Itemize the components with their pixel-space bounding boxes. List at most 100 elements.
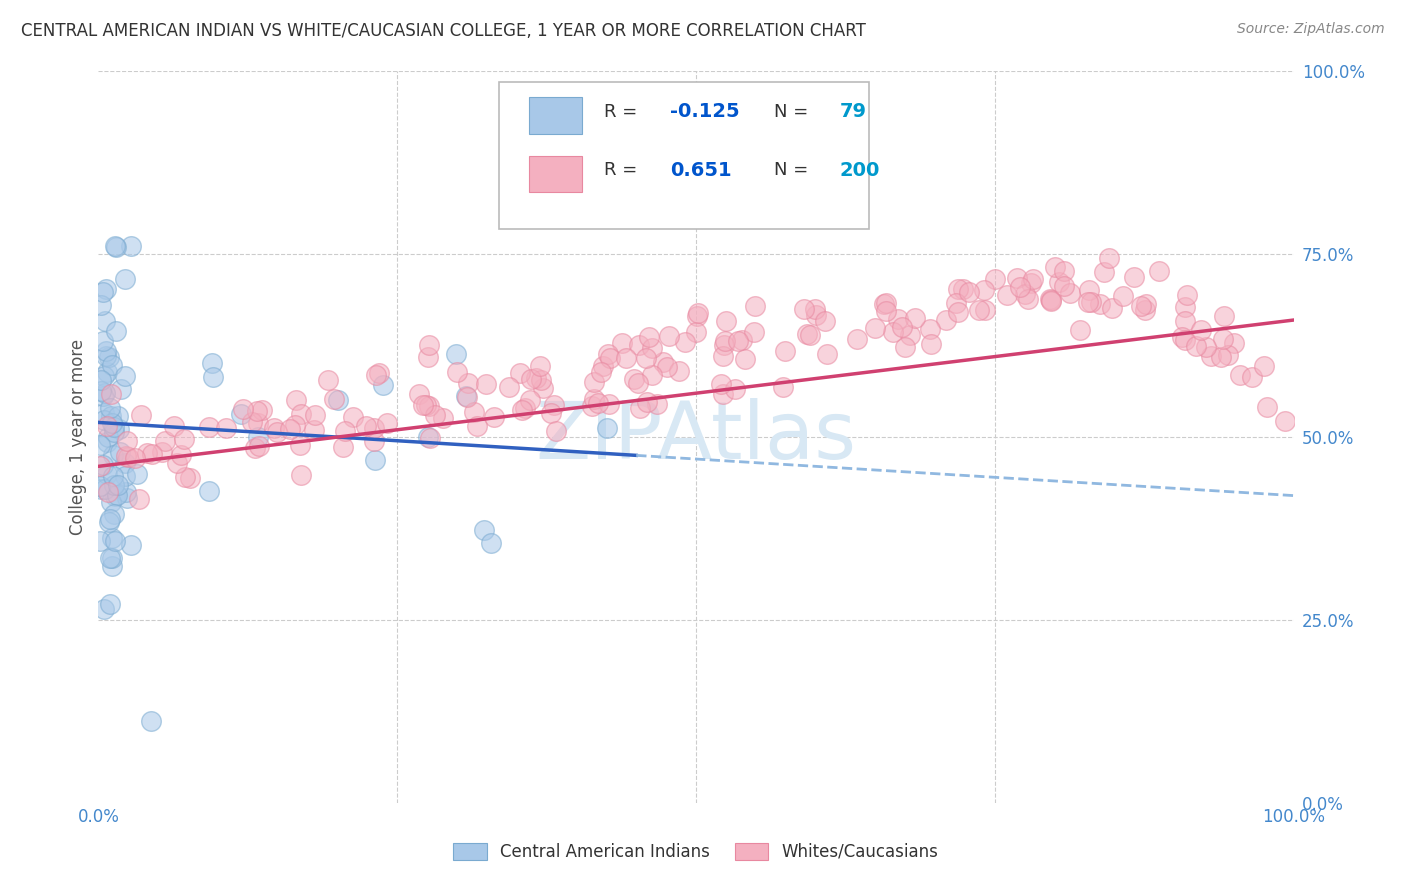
- Point: [318, 374, 340, 388]
- Point: [498, 379, 520, 393]
- Point: [724, 382, 747, 396]
- Point: [91, 458, 114, 473]
- Point: [153, 434, 176, 448]
- Point: [510, 402, 533, 417]
- Point: [655, 359, 678, 374]
- Point: [995, 288, 1018, 302]
- Point: [250, 402, 273, 417]
- Point: [444, 347, 467, 361]
- Point: [371, 377, 394, 392]
- Point: [101, 358, 124, 372]
- Legend: Central American Indians, Whites/Caucasians: Central American Indians, Whites/Caucasi…: [447, 836, 945, 868]
- Point: [107, 478, 129, 492]
- Point: [98, 597, 121, 611]
- Point: [463, 405, 485, 419]
- Point: [638, 329, 661, 343]
- Point: [873, 297, 896, 311]
- Point: [94, 313, 117, 327]
- Point: [714, 334, 737, 349]
- Point: [432, 411, 454, 425]
- Point: [333, 424, 356, 438]
- Point: [100, 387, 122, 401]
- Point: [231, 407, 253, 421]
- Point: [1017, 292, 1039, 306]
- Point: [1135, 296, 1157, 310]
- Point: [799, 328, 821, 343]
- Point: [419, 431, 441, 445]
- Point: [290, 467, 312, 482]
- Point: [115, 449, 138, 463]
- Point: [90, 482, 112, 496]
- FancyBboxPatch shape: [499, 82, 869, 228]
- Point: [596, 347, 619, 361]
- Point: [524, 371, 547, 385]
- Point: [114, 368, 136, 383]
- Text: Source: ZipAtlas.com: Source: ZipAtlas.com: [1237, 22, 1385, 37]
- Point: [89, 479, 111, 493]
- Point: [583, 375, 606, 389]
- Point: [363, 421, 385, 435]
- Point: [170, 448, 193, 462]
- Point: [636, 395, 658, 409]
- Point: [107, 409, 129, 423]
- Point: [91, 334, 114, 348]
- Point: [364, 453, 387, 467]
- Point: [1216, 348, 1239, 362]
- Point: [1201, 349, 1223, 363]
- Point: [266, 425, 288, 439]
- Point: [91, 285, 114, 300]
- Point: [104, 489, 127, 503]
- Point: [96, 435, 118, 450]
- Point: [96, 418, 118, 433]
- Point: [1229, 368, 1251, 382]
- Text: 0.651: 0.651: [669, 161, 731, 179]
- Point: [114, 485, 136, 500]
- Point: [246, 417, 269, 431]
- Point: [89, 533, 111, 548]
- Point: [515, 401, 537, 415]
- Point: [139, 714, 162, 728]
- Point: [457, 376, 479, 390]
- Point: [114, 469, 136, 483]
- Point: [1122, 269, 1144, 284]
- Point: [110, 382, 132, 396]
- Point: [163, 418, 186, 433]
- Point: [97, 430, 120, 444]
- Text: N =: N =: [773, 161, 814, 179]
- Point: [793, 301, 815, 316]
- Point: [101, 416, 124, 430]
- Point: [887, 312, 910, 326]
- Point: [125, 467, 148, 481]
- Point: [1133, 303, 1156, 318]
- Point: [117, 450, 139, 464]
- Point: [641, 342, 664, 356]
- Point: [920, 322, 942, 336]
- Point: [104, 534, 127, 549]
- Point: [1101, 301, 1123, 315]
- Point: [94, 482, 117, 496]
- Point: [973, 283, 995, 297]
- Point: [368, 366, 391, 380]
- Point: [1080, 295, 1102, 310]
- Point: [1092, 265, 1115, 279]
- Point: [129, 408, 152, 422]
- Point: [544, 424, 567, 438]
- Point: [263, 420, 285, 434]
- Text: ZIPAtlas: ZIPAtlas: [536, 398, 856, 476]
- Point: [97, 485, 120, 500]
- Point: [1111, 289, 1133, 303]
- Point: [101, 469, 124, 483]
- Point: [627, 338, 650, 352]
- Point: [1077, 295, 1099, 310]
- Point: [1069, 322, 1091, 336]
- Point: [636, 351, 658, 366]
- Point: [98, 551, 121, 566]
- Point: [97, 351, 120, 365]
- Point: [875, 295, 897, 310]
- Point: [1174, 333, 1197, 347]
- Point: [278, 422, 301, 436]
- Point: [104, 238, 127, 252]
- Point: [509, 366, 531, 380]
- Point: [614, 351, 637, 365]
- Point: [114, 272, 136, 286]
